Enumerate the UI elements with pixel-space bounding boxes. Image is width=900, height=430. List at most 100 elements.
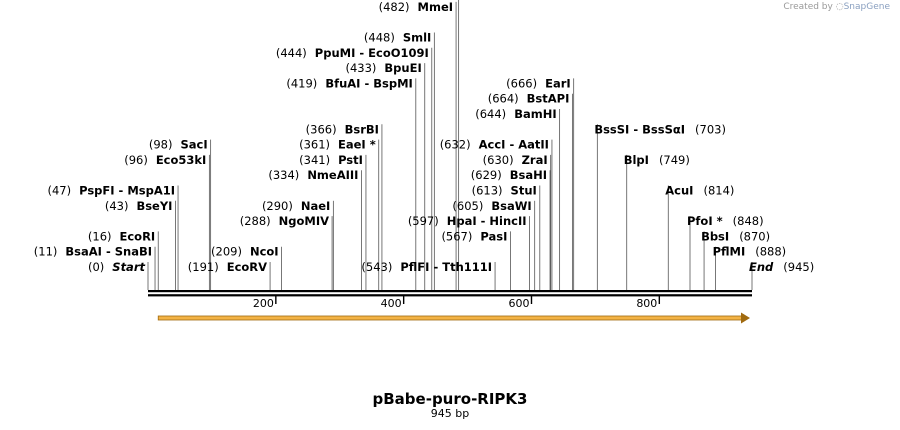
enzyme-label-pflfi-tth111i[interactable]: (543) PflFI - Tth111I bbox=[361, 260, 492, 274]
cut-position: (605) bbox=[452, 199, 483, 213]
enzyme-label-ecori[interactable]: (16) EcoRI bbox=[88, 229, 155, 243]
enzyme-name: AcuI bbox=[665, 184, 693, 198]
enzyme-label-ngomiv[interactable]: (288) NgoMIV bbox=[240, 214, 329, 228]
enzyme-label-start[interactable]: (0) Start bbox=[88, 260, 146, 274]
enzyme-label-smli[interactable]: (448) SmlI bbox=[364, 31, 431, 45]
enzyme-label-nmeaiii[interactable]: (334) NmeAIII bbox=[268, 168, 358, 182]
cut-position: (630) bbox=[483, 153, 514, 167]
tick-label-200: 200 bbox=[253, 297, 274, 310]
enzyme-label-acui[interactable]: AcuI (814) bbox=[665, 184, 734, 198]
enzyme-name: PspFI - MspA1I bbox=[79, 184, 175, 198]
enzyme-label-blpi[interactable]: BlpI (749) bbox=[624, 153, 690, 167]
enzyme-name: BbsI bbox=[701, 229, 729, 243]
enzyme-name: EarI bbox=[545, 76, 571, 90]
sequence-backbone-bottom bbox=[148, 294, 752, 297]
cut-position: (288) bbox=[240, 214, 271, 228]
cut-position: (666) bbox=[506, 76, 537, 90]
enzyme-label-zrai[interactable]: (630) ZraI bbox=[483, 153, 548, 167]
enzyme-label-eco53ki[interactable]: (96) Eco53kI bbox=[124, 153, 206, 167]
enzyme-name: SmlI bbox=[403, 31, 432, 45]
feature-arrow[interactable] bbox=[157, 312, 750, 324]
cut-position: (482) bbox=[379, 0, 410, 14]
cut-position: (209) bbox=[211, 245, 242, 259]
enzyme-label-mmei[interactable]: (482) MmeI bbox=[379, 0, 453, 14]
cut-position: (98) bbox=[149, 138, 173, 152]
enzyme-name: NgoMIV bbox=[279, 214, 329, 228]
enzyme-label-ncoi[interactable]: (209) NcoI bbox=[211, 245, 279, 259]
cut-position: (361) bbox=[299, 138, 330, 152]
cut-position: (543) bbox=[361, 260, 392, 274]
enzyme-name: BamHI bbox=[514, 107, 556, 121]
enzyme-name: BfuAI - BspMI bbox=[325, 76, 412, 90]
enzyme-name: ZraI bbox=[522, 153, 548, 167]
enzyme-name: MmeI bbox=[418, 0, 454, 14]
enzyme-name: PflMI bbox=[713, 245, 746, 259]
enzyme-label-bbsi[interactable]: BbsI (870) bbox=[701, 229, 770, 243]
credit-prefix: Created by bbox=[783, 2, 833, 12]
enzyme-label-pflmi[interactable]: PflMI (888) bbox=[713, 245, 787, 259]
cut-position: (945) bbox=[783, 260, 814, 274]
tick-label-400: 400 bbox=[381, 297, 402, 310]
cut-position: (47) bbox=[48, 184, 72, 198]
cut-position: (664) bbox=[488, 92, 519, 106]
enzyme-label-hpai-hincii[interactable]: (597) HpaI - HincII bbox=[408, 214, 527, 228]
cut-position: (613) bbox=[472, 184, 503, 198]
enzyme-label-pfoi[interactable]: PfoI * (848) bbox=[687, 214, 764, 228]
enzyme-name: PflFI - Tth111I bbox=[400, 260, 492, 274]
cut-position: (848) bbox=[733, 214, 764, 228]
cut-position: (632) bbox=[440, 138, 471, 152]
enzyme-label-eari[interactable]: (666) EarI bbox=[506, 76, 571, 90]
sequence-backbone-top bbox=[148, 290, 752, 293]
enzyme-label-psti[interactable]: (341) PstI bbox=[299, 153, 363, 167]
enzyme-label-bsssi-bsss-i[interactable]: BssSI - BssSαI (703) bbox=[594, 122, 726, 136]
enzyme-name: PfoI * bbox=[687, 214, 723, 228]
enzyme-name: PstI bbox=[338, 153, 363, 167]
enzyme-name: BseYI bbox=[136, 199, 172, 213]
enzyme-label-pasi[interactable]: (567) PasI bbox=[441, 229, 507, 243]
enzyme-label-stui[interactable]: (613) StuI bbox=[472, 184, 537, 198]
cut-position: (567) bbox=[441, 229, 472, 243]
cut-position: (888) bbox=[755, 245, 786, 259]
cut-site-leaders bbox=[147, 0, 753, 290]
enzyme-name: StuI bbox=[511, 184, 537, 198]
enzyme-label-eaei[interactable]: (361) EaeI * bbox=[299, 138, 376, 152]
axis-ticks: 200 400 600 800 bbox=[253, 296, 661, 310]
cut-position: (290) bbox=[262, 199, 293, 213]
enzyme-labels: (0) Start (11) BsaAI - SnaBI (16) EcoRI (43) Bs… bbox=[34, 0, 814, 274]
snapgene-credit: Created by ◌SnapGene bbox=[783, 2, 890, 12]
cut-position: (43) bbox=[105, 199, 129, 213]
enzyme-label-bsrbi[interactable]: (366) BsrBI bbox=[306, 122, 379, 136]
enzyme-label-ppumi-ecoo109i[interactable]: (444) PpuMI - EcoO109I bbox=[276, 46, 429, 60]
enzyme-label-saci[interactable]: (98) SacI bbox=[149, 138, 208, 152]
enzyme-name: Eco53kI bbox=[156, 153, 207, 167]
enzyme-name: EcoRV bbox=[227, 260, 267, 274]
enzyme-label-bstapi[interactable]: (664) BstAPI bbox=[488, 92, 570, 106]
enzyme-label-bsaai-snabi[interactable]: (11) BsaAI - SnaBI bbox=[34, 245, 152, 259]
enzyme-label-end[interactable]: End (945) bbox=[749, 260, 814, 274]
enzyme-name: BlpI bbox=[624, 153, 649, 167]
cut-position: (749) bbox=[659, 153, 690, 167]
cut-position: (814) bbox=[703, 184, 734, 198]
enzyme-name: SacI bbox=[180, 138, 207, 152]
enzyme-name: NmeAIII bbox=[307, 168, 358, 182]
enzyme-name: EaeI * bbox=[338, 138, 376, 152]
enzyme-label-bpuei[interactable]: (433) BpuEI bbox=[345, 61, 421, 75]
enzyme-label-acci-aatii[interactable]: (632) AccI - AatII bbox=[440, 138, 549, 152]
enzyme-label-pspfi-mspa1i[interactable]: (47) PspFI - MspA1I bbox=[48, 184, 176, 198]
feature-arrowhead-icon bbox=[741, 312, 750, 324]
enzyme-label-bsawi[interactable]: (605) BsaWI bbox=[452, 199, 531, 213]
enzyme-name: BsaHI bbox=[510, 168, 547, 182]
cut-position: (334) bbox=[268, 168, 299, 182]
enzyme-label-bsahi[interactable]: (629) BsaHI bbox=[471, 168, 547, 182]
enzyme-label-bfuai-bspmi[interactable]: (419) BfuAI - BspMI bbox=[286, 76, 412, 90]
enzyme-name: BpuEI bbox=[384, 61, 421, 75]
cut-position: (16) bbox=[88, 229, 112, 243]
enzyme-name: HpaI - HincII bbox=[447, 214, 527, 228]
cut-position: (419) bbox=[286, 76, 317, 90]
cut-position: (870) bbox=[739, 229, 770, 243]
enzyme-label-bseyi[interactable]: (43) BseYI bbox=[105, 199, 173, 213]
enzyme-label-bamhi[interactable]: (644) BamHI bbox=[475, 107, 556, 121]
enzyme-label-ecorv[interactable]: (191) EcoRV bbox=[188, 260, 267, 274]
feature-body bbox=[157, 315, 743, 321]
enzyme-label-naei[interactable]: (290) NaeI bbox=[262, 199, 330, 213]
